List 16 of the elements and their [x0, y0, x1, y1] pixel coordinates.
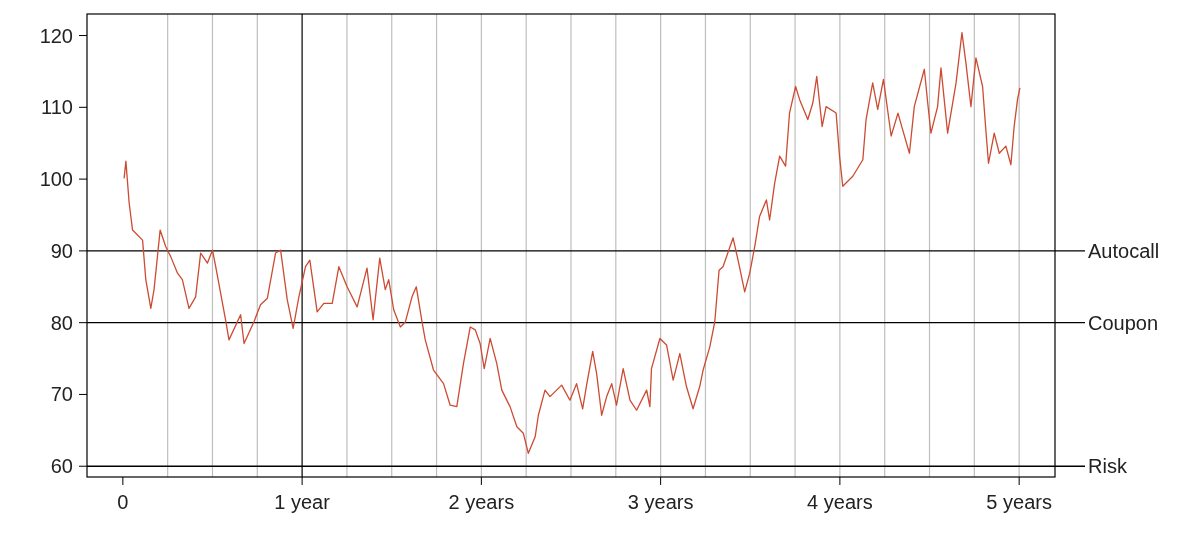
ref-line-label: Coupon: [1088, 311, 1159, 334]
y-tick-label: 100: [39, 168, 73, 191]
y-tick-label: 70: [50, 383, 73, 406]
y-tick-label: 110: [41, 96, 73, 119]
x-tick-label: 0: [117, 491, 129, 513]
ref-line-label: Risk: [1088, 455, 1128, 478]
x-tick-label: 2 years: [448, 491, 515, 513]
x-tick-label: 4 years: [807, 491, 873, 513]
x-tick-label: 1 year: [274, 491, 331, 513]
y-tick-label: 90: [50, 239, 73, 262]
x-tick-label: 3 years: [627, 491, 694, 513]
y-tick-label: 120: [39, 24, 73, 47]
y-tick-label: 60: [50, 455, 73, 478]
y-tick-label: 80: [50, 311, 73, 334]
x-tick-label: 5 years: [986, 491, 1052, 513]
ref-line-label: Autocall: [1088, 239, 1160, 262]
